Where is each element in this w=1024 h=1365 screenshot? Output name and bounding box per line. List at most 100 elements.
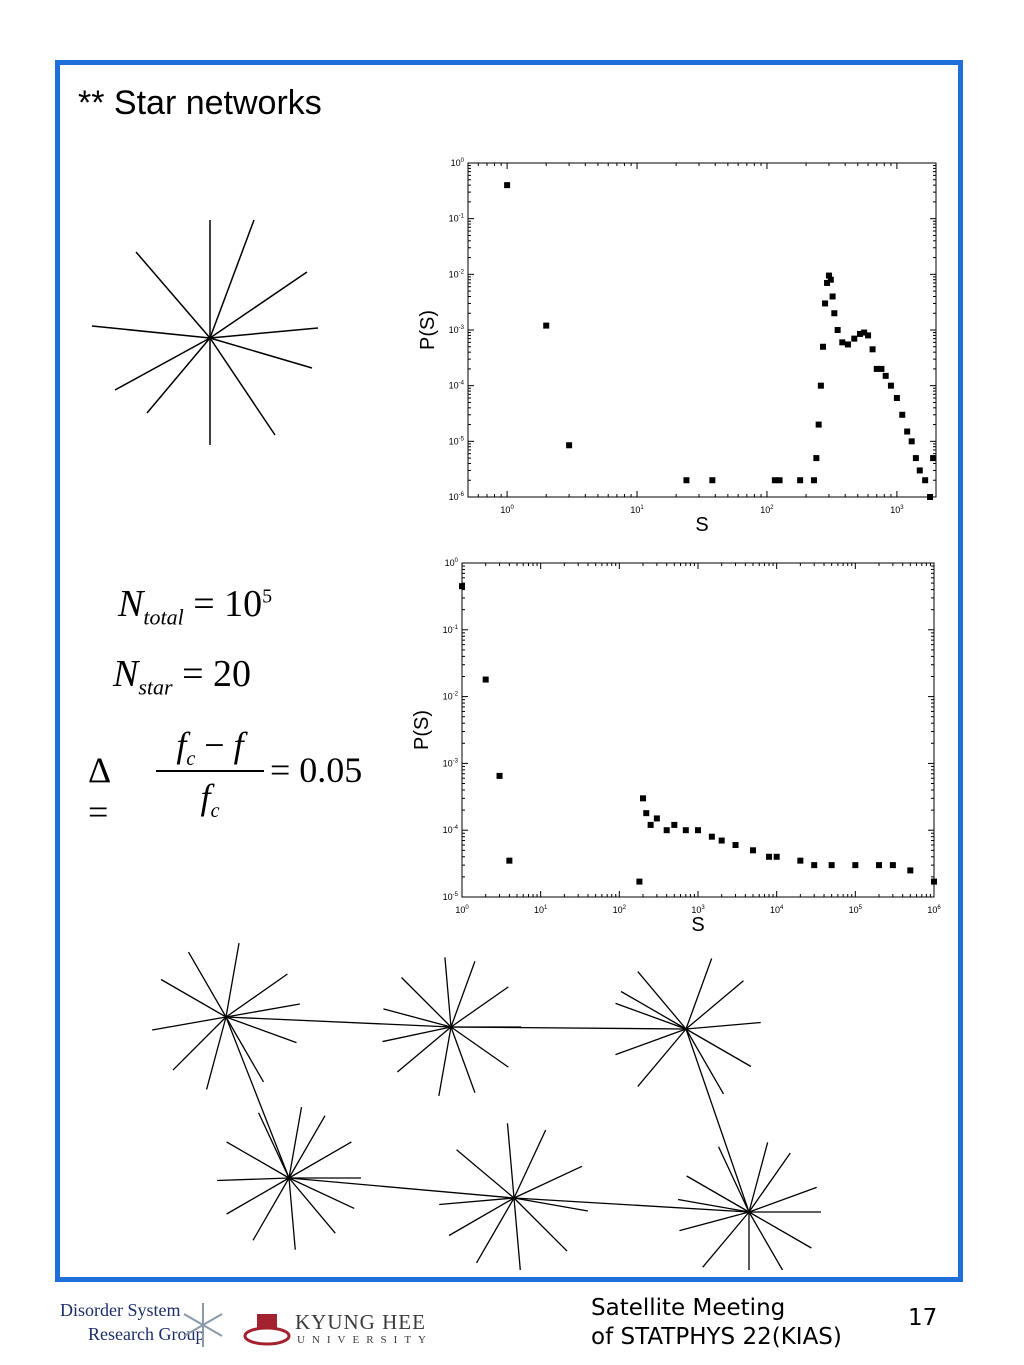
star-hub-1 — [152, 943, 300, 1090]
data-point — [653, 815, 660, 822]
data-point — [828, 862, 835, 869]
hub-link — [225, 1016, 290, 1179]
plot-frame — [461, 562, 935, 898]
footer-text: Satellite Meeting of STATPHYS 22(KIAS) — [591, 1295, 842, 1350]
data-point — [663, 827, 670, 834]
data-point — [878, 365, 885, 372]
data-point — [931, 878, 937, 885]
data-point — [496, 772, 503, 779]
data-point — [825, 272, 832, 279]
data-point — [824, 279, 831, 286]
slide-title: ** Star networks — [78, 84, 322, 122]
data-point — [852, 862, 859, 869]
y-tick-label: 10-6 — [449, 492, 465, 502]
x-tick-label: 101 — [630, 505, 644, 515]
kyung-hee-logo: KYUNG HEE UNIVERSITY — [243, 1308, 463, 1353]
slide-frame — [55, 60, 963, 1282]
data-point — [682, 827, 689, 834]
chart-ps-vs-s-top: 100 101 102 103 10-6 10-5 10-4 10-3 10-2 10-1 100 S… — [417, 158, 937, 536]
data-point — [856, 330, 863, 337]
data-point — [797, 477, 804, 484]
y-axis-label: P(S) — [411, 710, 433, 750]
data-point — [899, 411, 906, 418]
y-tick-label: 100 — [445, 558, 459, 568]
disorder-system-logo: Disorder System Research Group — [60, 1300, 235, 1350]
data-point — [776, 477, 783, 484]
data-point — [718, 837, 725, 844]
data-point — [766, 853, 773, 860]
y-tick-label: 10-5 — [443, 892, 459, 902]
y-tick-label: 10-1 — [443, 625, 459, 635]
single-star-diagram — [91, 219, 319, 445]
hub-link — [450, 1026, 687, 1030]
data-point — [643, 810, 650, 817]
y-tick-label: 10-3 — [449, 325, 465, 335]
data-point — [566, 442, 573, 449]
data-point — [882, 372, 889, 379]
data-point — [811, 862, 818, 869]
y-tick-label: 10-4 — [443, 825, 459, 835]
data-point — [834, 327, 841, 333]
data-point — [543, 322, 550, 329]
data-point — [822, 300, 829, 307]
data-point — [817, 382, 824, 389]
university-emblem-icon — [243, 1314, 291, 1346]
data-point — [876, 862, 883, 869]
data-point — [912, 455, 919, 462]
data-point — [683, 477, 690, 484]
y-tick-label: 100 — [451, 158, 465, 168]
data-point — [908, 438, 915, 445]
data-point — [797, 857, 804, 864]
equation-n-star: Nstar = 20 — [113, 653, 252, 700]
data-point — [827, 276, 834, 283]
x-axis-label: S — [695, 514, 708, 536]
x-tick-label: 102 — [760, 505, 774, 515]
star-network-diagram — [152, 943, 821, 1270]
x-tick-label: 100 — [500, 505, 514, 515]
data-point — [887, 382, 894, 389]
data-point — [671, 821, 678, 828]
x-tick-label: 101 — [534, 905, 548, 915]
y-tick-label: 10-3 — [443, 758, 459, 768]
data-point — [708, 833, 715, 840]
x-tick-label: 104 — [770, 905, 784, 915]
x-tick-label: 105 — [849, 905, 863, 915]
y-tick-label: 10-2 — [443, 692, 459, 702]
hub-link — [685, 1028, 750, 1213]
data-point — [916, 467, 923, 474]
data-point — [930, 455, 937, 462]
data-point — [861, 329, 868, 336]
data-point — [927, 494, 934, 500]
data-point — [636, 878, 643, 885]
data-point — [709, 477, 716, 484]
data-point — [771, 477, 778, 484]
data-point — [482, 676, 489, 683]
star-hub-3 — [615, 958, 761, 1095]
data-point — [865, 332, 872, 339]
data-point — [640, 795, 647, 802]
data-point — [889, 862, 896, 869]
x-tick-label: 103 — [691, 905, 705, 915]
x-tick-label: 100 — [455, 905, 469, 915]
data-point — [873, 365, 880, 372]
star-hub-6 — [677, 1142, 821, 1270]
x-tick-label: 103 — [890, 505, 904, 515]
data-point — [773, 853, 780, 860]
hub-link — [513, 1197, 750, 1213]
equation-n-total: Ntotal = 105 — [118, 583, 273, 630]
data-point — [904, 428, 911, 435]
data-point — [844, 341, 851, 348]
data-point — [695, 827, 701, 834]
data-point — [749, 847, 756, 854]
x-tick-label: 106 — [927, 905, 941, 915]
data-point — [922, 477, 929, 484]
data-point — [647, 821, 654, 828]
data-point — [815, 421, 822, 428]
data-point — [506, 857, 513, 864]
y-tick-label: 10-1 — [449, 214, 465, 224]
star-hub-4 — [217, 1106, 361, 1250]
page-number: 17 — [908, 1305, 938, 1331]
y-tick-label: 10-5 — [449, 436, 465, 446]
y-tick-label: 10-4 — [449, 381, 465, 391]
data-point — [831, 310, 838, 317]
